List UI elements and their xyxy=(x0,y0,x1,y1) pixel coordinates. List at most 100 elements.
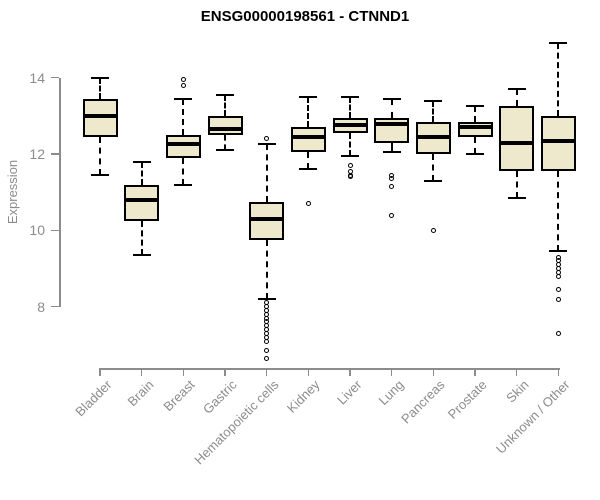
median-liver xyxy=(334,123,366,128)
whisker-upper-breast xyxy=(182,98,185,135)
whisker-upper-kidney xyxy=(307,96,310,128)
whisker-cap-high-hematopoietic-cells xyxy=(257,143,276,146)
whisker-lower-skin xyxy=(515,171,518,198)
x-axis-tick xyxy=(390,368,393,376)
chart-title: ENSG00000198561 - CTNND1 xyxy=(200,8,410,25)
whisker-cap-high-kidney xyxy=(299,95,318,98)
outlier-unknown-other-6 xyxy=(555,287,561,293)
box-gastric xyxy=(207,115,243,135)
y-tick-label: 10 xyxy=(29,222,45,239)
outlier-liver-0 xyxy=(347,162,353,168)
whisker-upper-pancreas xyxy=(432,100,435,122)
whisker-lower-kidney xyxy=(307,152,310,170)
x-axis-tick xyxy=(224,368,226,376)
whisker-cap-low-kidney xyxy=(299,168,318,171)
median-prostate xyxy=(459,125,491,130)
whisker-upper-bladder xyxy=(99,77,101,99)
whisker-cap-low-brain xyxy=(132,254,151,257)
x-axis-tick xyxy=(265,368,268,376)
y-axis-tick xyxy=(51,153,59,155)
box-kidney xyxy=(290,127,326,153)
whisker-cap-high-skin xyxy=(507,88,526,91)
median-hematopoietic-cells xyxy=(251,216,283,221)
y-axis-tick xyxy=(51,305,59,308)
median-kidney xyxy=(292,134,324,139)
whisker-cap-high-breast xyxy=(174,97,193,100)
whisker-lower-unknown-other xyxy=(557,171,560,252)
whisker-cap-low-hematopoietic-cells xyxy=(257,298,276,301)
median-unknown-other xyxy=(542,138,574,143)
outlier-hematopoietic-cells-12 xyxy=(264,348,270,354)
y-axis-tick xyxy=(51,229,59,232)
outlier-liver-3 xyxy=(347,174,353,180)
y-tick-label: 14 xyxy=(29,69,45,86)
whisker-cap-low-skin xyxy=(507,196,526,199)
whisker-lower-prostate xyxy=(474,136,477,155)
x-axis-tick xyxy=(515,368,518,376)
outlier-unknown-other-7 xyxy=(555,296,561,302)
whisker-cap-high-pancreas xyxy=(424,99,443,102)
outlier-hematopoietic-cells-13 xyxy=(264,355,270,361)
median-breast xyxy=(167,142,199,147)
whisker-lower-brain xyxy=(140,220,143,256)
whisker-lower-bladder xyxy=(99,136,101,175)
outlier-lung-2 xyxy=(389,183,395,189)
box-skin xyxy=(499,106,535,172)
whisker-cap-high-liver xyxy=(341,95,360,98)
x-axis-tick xyxy=(307,368,310,376)
whisker-upper-prostate xyxy=(474,106,477,122)
x-axis-tick xyxy=(99,368,101,376)
median-brain xyxy=(126,197,158,202)
whisker-lower-pancreas xyxy=(432,154,435,181)
whisker-lower-hematopoietic-cells xyxy=(265,239,268,300)
whisker-cap-low-liver xyxy=(341,154,360,157)
x-axis-tick xyxy=(557,368,560,376)
whisker-cap-low-lung xyxy=(382,151,401,154)
whisker-cap-high-bladder xyxy=(91,76,109,79)
whisker-upper-liver xyxy=(349,96,352,118)
median-pancreas xyxy=(417,134,449,139)
whisker-cap-low-breast xyxy=(174,183,193,186)
x-axis-tick xyxy=(432,368,435,376)
whisker-upper-skin xyxy=(515,89,518,107)
outlier-breast-1 xyxy=(180,82,186,88)
box-unknown-other xyxy=(540,115,576,172)
box-brain xyxy=(124,184,160,221)
outlier-kidney-0 xyxy=(305,201,311,207)
whisker-cap-high-lung xyxy=(382,97,401,100)
outlier-lung-1 xyxy=(389,176,395,182)
whisker-cap-low-pancreas xyxy=(424,179,443,182)
y-tick-label: 12 xyxy=(29,146,45,163)
whisker-cap-low-gastric xyxy=(216,149,234,152)
whisker-cap-low-prostate xyxy=(466,153,485,156)
whisker-upper-lung xyxy=(390,98,393,118)
median-skin xyxy=(501,140,533,145)
outlier-breast-0 xyxy=(180,77,186,83)
whisker-lower-gastric xyxy=(224,134,226,151)
outlier-unknown-other-8 xyxy=(555,330,561,336)
whisker-lower-liver xyxy=(349,133,352,156)
median-lung xyxy=(376,121,408,126)
y-axis-line xyxy=(59,77,61,307)
whisker-cap-high-unknown-other xyxy=(549,42,568,45)
y-axis-tick xyxy=(51,76,59,79)
outlier-hematopoietic-cells-0 xyxy=(264,136,270,142)
x-axis-tick xyxy=(182,368,185,376)
whisker-cap-high-prostate xyxy=(466,105,485,108)
whisker-cap-high-gastric xyxy=(216,93,234,96)
whisker-upper-unknown-other xyxy=(557,43,560,116)
whisker-cap-high-brain xyxy=(132,160,151,163)
whisker-upper-brain xyxy=(140,161,143,185)
whisker-cap-low-bladder xyxy=(91,174,109,177)
outlier-unknown-other-5 xyxy=(555,273,561,279)
x-axis-tick xyxy=(474,368,476,376)
x-axis-line xyxy=(100,368,560,370)
whisker-lower-lung xyxy=(390,142,393,153)
outlier-hematopoietic-cells-11 xyxy=(264,338,270,344)
whisker-upper-gastric xyxy=(224,94,226,116)
median-gastric xyxy=(209,127,241,132)
outlier-pancreas-0 xyxy=(430,227,436,233)
x-axis-tick xyxy=(349,368,351,376)
whisker-lower-breast xyxy=(182,157,185,185)
